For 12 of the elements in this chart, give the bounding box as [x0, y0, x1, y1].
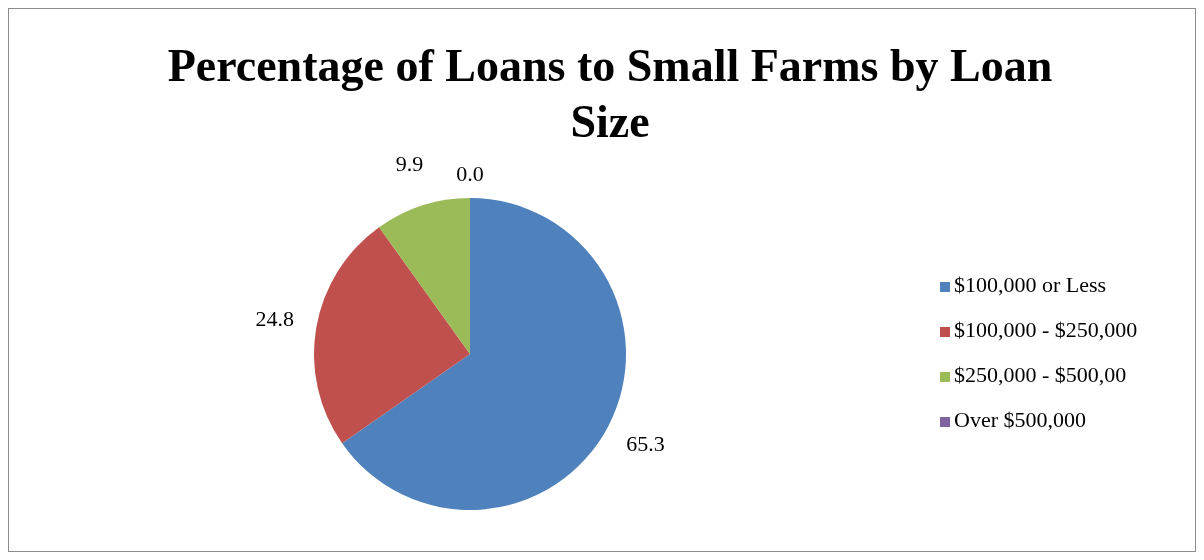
legend-label: Over $500,000 [954, 407, 1086, 433]
pie-slice [342, 198, 626, 510]
data-label: 9.9 [395, 150, 424, 176]
data-label: 65.3 [626, 430, 665, 456]
pie-slice [379, 198, 470, 354]
text: 0.0 [456, 161, 484, 187]
pie-slice [314, 227, 470, 444]
chart-title: Percentage of Loans to Small Farms by Loan Size [167, 40, 1053, 147]
legend-label: $250,000 - $500,00 [954, 362, 1127, 388]
legend-label: $100,000 - $250,000 [954, 317, 1138, 343]
legend-label: $100,000 or Less [954, 272, 1107, 298]
data-label: 24.8 [255, 305, 295, 331]
